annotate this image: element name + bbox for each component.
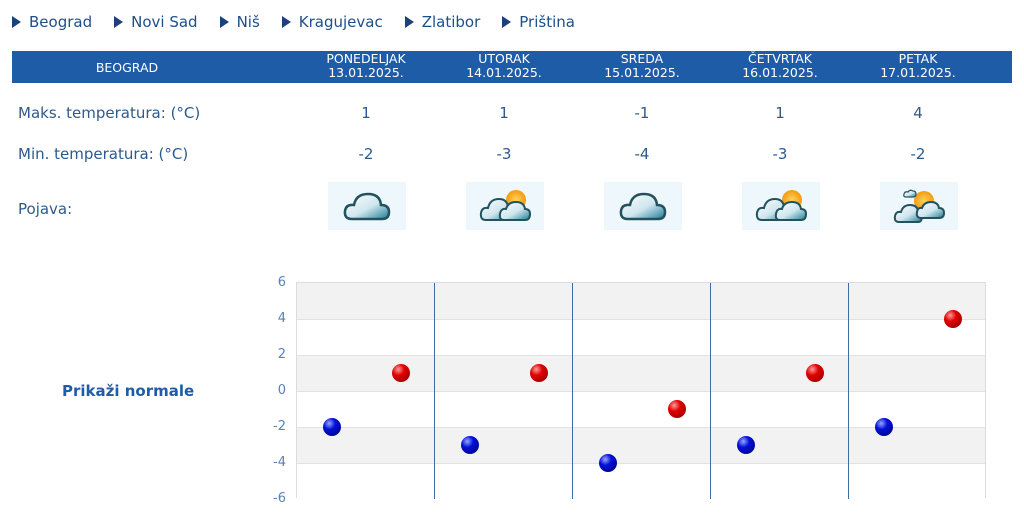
nav-item-zlatibor[interactable]: Zlatibor bbox=[404, 13, 481, 31]
day-divider bbox=[434, 283, 435, 499]
arrow-right-icon bbox=[114, 16, 124, 28]
cloudy-icon bbox=[604, 182, 682, 230]
arrow-right-icon bbox=[12, 16, 21, 28]
day-header: ČETVRTAK 16.01.2025. bbox=[711, 52, 849, 80]
city-nav: Beograd Novi Sad Niš Kragujevac Zlatibor… bbox=[12, 10, 597, 34]
grid-line bbox=[297, 427, 985, 428]
day-divider bbox=[710, 283, 711, 499]
partly-cloudy-icon bbox=[742, 182, 820, 230]
day-date: 15.01.2025. bbox=[604, 65, 680, 80]
phenomenon-label: Pojava: bbox=[18, 200, 73, 218]
grid-line bbox=[297, 463, 985, 464]
max-temp-point bbox=[530, 364, 548, 382]
min-temp-point bbox=[599, 454, 617, 472]
day-date: 13.01.2025. bbox=[328, 65, 404, 80]
max-temp-value: -1 bbox=[634, 104, 650, 122]
arrow-right-icon bbox=[404, 16, 414, 28]
grid-band bbox=[297, 391, 985, 427]
day-name: PETAK bbox=[898, 51, 938, 66]
nav-item-novi-sad[interactable]: Novi Sad bbox=[114, 13, 198, 31]
max-temp-value: 1 bbox=[361, 104, 371, 122]
min-temp-point bbox=[323, 418, 341, 436]
day-name: UTORAK bbox=[478, 51, 530, 66]
partly-cloudy-icon bbox=[466, 182, 544, 230]
max-temp-label: Maks. temperatura: (°C) bbox=[18, 104, 201, 122]
grid-band bbox=[297, 355, 985, 391]
grid-band bbox=[297, 283, 985, 319]
y-tick: -4 bbox=[273, 455, 286, 470]
cloudy-icon bbox=[328, 182, 406, 230]
min-temp-value: -3 bbox=[772, 145, 788, 163]
nav-label: Beograd bbox=[29, 13, 93, 31]
day-header: PONEDELJAK 13.01.2025. bbox=[297, 52, 435, 80]
day-header: SREDA 15.01.2025. bbox=[573, 52, 711, 80]
day-date: 14.01.2025. bbox=[466, 65, 542, 80]
nav-item-kragujevac[interactable]: Kragujevac bbox=[281, 13, 383, 31]
temperature-chart bbox=[296, 282, 986, 499]
y-tick: -2 bbox=[273, 419, 286, 434]
grid-line bbox=[297, 319, 985, 320]
day-name: PONEDELJAK bbox=[326, 51, 406, 66]
y-tick: 2 bbox=[277, 347, 286, 362]
arrow-right-icon bbox=[219, 16, 229, 28]
forecast-header: BEOGRAD PONEDELJAK 13.01.2025. UTORAK 14.0… bbox=[12, 51, 1012, 83]
day-name: ČETVRTAK bbox=[747, 51, 812, 66]
y-tick: -6 bbox=[273, 491, 286, 506]
grid-line bbox=[297, 355, 985, 356]
max-temp-value: 4 bbox=[913, 104, 923, 122]
day-divider bbox=[572, 283, 573, 499]
day-name: SREDA bbox=[620, 51, 664, 66]
city-title: BEOGRAD bbox=[95, 60, 159, 75]
day-date: 17.01.2025. bbox=[880, 65, 956, 80]
nav-label: Kragujevac bbox=[298, 13, 383, 31]
nav-label: Zlatibor bbox=[421, 13, 481, 31]
show-normals-link[interactable]: Prikaži normale bbox=[62, 382, 195, 400]
day-header: UTORAK 14.01.2025. bbox=[435, 52, 573, 80]
arrow-right-icon bbox=[281, 16, 291, 28]
min-temp-value: -4 bbox=[634, 145, 650, 163]
y-tick: 4 bbox=[277, 311, 286, 326]
min-temp-point bbox=[875, 418, 893, 436]
min-temp-value: -3 bbox=[496, 145, 512, 163]
day-header: PETAK 17.01.2025. bbox=[849, 52, 987, 80]
max-temp-point bbox=[944, 310, 962, 328]
max-temp-point bbox=[668, 400, 686, 418]
min-temp-point bbox=[737, 436, 755, 454]
grid-band bbox=[297, 463, 985, 499]
grid-band bbox=[297, 319, 985, 355]
nav-label: Novi Sad bbox=[131, 13, 198, 31]
y-tick: 0 bbox=[277, 383, 286, 398]
min-temp-point bbox=[461, 436, 479, 454]
grid-band bbox=[297, 427, 985, 463]
day-date: 16.01.2025. bbox=[742, 65, 818, 80]
sun-behind-clouds-icon bbox=[880, 182, 958, 230]
min-temp-value: -2 bbox=[358, 145, 374, 163]
max-temp-value: 1 bbox=[775, 104, 785, 122]
nav-item-nis[interactable]: Niš bbox=[219, 13, 260, 31]
max-temp-point bbox=[806, 364, 824, 382]
nav-item-beograd[interactable]: Beograd bbox=[12, 13, 92, 31]
day-divider bbox=[848, 283, 849, 499]
arrow-right-icon bbox=[502, 16, 512, 28]
min-temp-value: -2 bbox=[910, 145, 926, 163]
nav-item-pristina[interactable]: Priština bbox=[502, 13, 575, 31]
nav-label: Niš bbox=[236, 13, 260, 31]
max-temp-point bbox=[392, 364, 410, 382]
grid-line bbox=[297, 391, 985, 392]
nav-label: Priština bbox=[519, 13, 575, 31]
y-tick: 6 bbox=[277, 275, 286, 290]
min-temp-label: Min. temperatura: (°C) bbox=[18, 145, 189, 163]
max-temp-value: 1 bbox=[499, 104, 509, 122]
